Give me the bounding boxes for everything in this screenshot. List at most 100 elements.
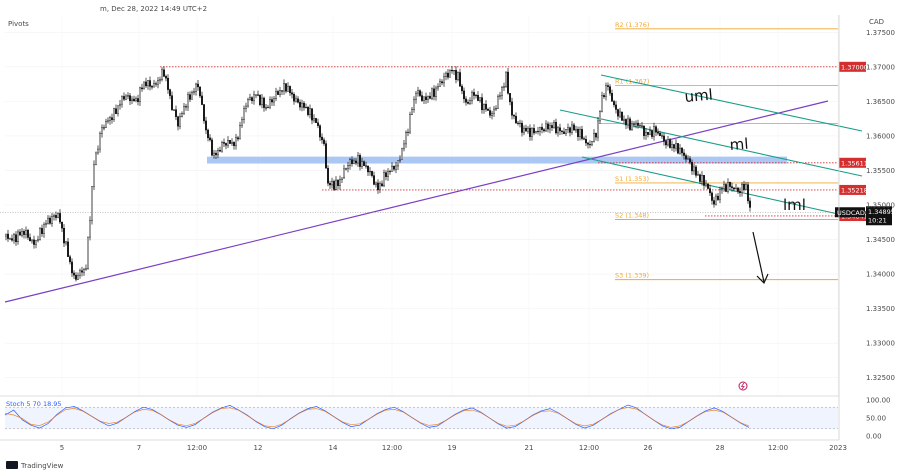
candle-body	[154, 83, 157, 85]
candle-body	[92, 164, 95, 187]
candle-body	[31, 239, 34, 242]
candle-body	[148, 80, 151, 87]
candle-body	[391, 165, 394, 172]
candle-body	[485, 103, 488, 110]
candle-body	[463, 90, 466, 100]
candle-body	[257, 94, 260, 96]
candle-body	[168, 89, 171, 96]
time-tick-label: 12:00	[579, 444, 599, 452]
candle-body	[395, 165, 398, 170]
candle-body	[23, 231, 26, 235]
candle-body	[493, 108, 496, 114]
candle-body	[625, 119, 628, 126]
candle-body	[146, 80, 149, 87]
time-tick-label: 2023	[829, 444, 847, 452]
candle-body	[94, 152, 97, 165]
indicator-label: Pivots	[8, 20, 29, 28]
candle-body	[150, 86, 153, 88]
candle-body	[537, 130, 540, 132]
candle-body	[110, 117, 113, 120]
candle-body	[743, 183, 746, 190]
candle-body	[27, 230, 30, 238]
candle-body	[319, 125, 322, 138]
candle-body	[385, 172, 388, 177]
candle-body	[557, 127, 560, 134]
time-axis: 5 7 12:00 12 14 12:00 19 21 12:00 26 28 12:00 2023	[0, 439, 847, 452]
candle-body	[521, 122, 524, 133]
candle-body	[4, 233, 7, 237]
candle-body	[19, 231, 22, 236]
candle-body	[503, 86, 506, 88]
pivot-label-s1: S1 (1.353)	[615, 175, 649, 183]
candle-body	[343, 168, 346, 179]
candle-body	[88, 220, 91, 238]
price-axis: 1.37500 1.37000 1.36500 1.36000 1.35500 1.350…	[838, 15, 895, 440]
candle-body	[541, 127, 544, 130]
candle-body	[749, 200, 752, 208]
candle-body	[649, 130, 652, 135]
candle-body	[711, 192, 714, 201]
candle-body	[615, 104, 618, 110]
price-tick-label: 1.33500	[866, 305, 895, 313]
candle-body	[653, 126, 656, 137]
candle-body	[158, 79, 161, 81]
candle-body	[507, 71, 510, 94]
candle-body	[367, 165, 370, 173]
candle-body	[261, 97, 264, 105]
channel-label-ml: ml	[729, 135, 749, 154]
candle-body	[281, 90, 284, 92]
candle-body	[439, 81, 442, 87]
candle-body	[627, 118, 630, 126]
pivot-label-r2: R2 (1.376)	[615, 21, 649, 29]
candle-body	[497, 96, 500, 109]
candle-body	[621, 111, 624, 121]
candle-body	[337, 179, 340, 186]
candle-body	[178, 116, 181, 127]
candle-body	[108, 117, 111, 122]
candle-body	[443, 76, 446, 84]
candle-body	[375, 182, 378, 185]
candle-body	[459, 72, 462, 87]
time-tick-label: 21	[525, 444, 534, 452]
candle-body	[49, 217, 52, 224]
candle-body	[635, 122, 638, 125]
candle-body	[349, 159, 352, 166]
candle-body	[533, 128, 536, 134]
price-tick-label: 1.36500	[866, 98, 895, 106]
candle-body	[14, 234, 17, 243]
candle-body	[263, 97, 266, 108]
candle-body	[379, 183, 382, 190]
candle-body	[561, 130, 564, 132]
candle-body	[583, 138, 586, 140]
candle-body	[427, 95, 430, 100]
candle-body	[228, 140, 231, 144]
candle-body	[90, 186, 93, 221]
candle-body	[597, 120, 600, 138]
candle-body	[529, 127, 532, 137]
candle-body	[33, 239, 36, 245]
candle-body	[194, 83, 197, 92]
candle-body	[559, 127, 562, 132]
candle-body	[407, 131, 410, 133]
candle-body	[585, 139, 588, 144]
candle-body	[727, 182, 730, 192]
candle-body	[687, 158, 690, 160]
candle-body	[339, 179, 342, 186]
candle-body	[731, 186, 734, 188]
candle-body	[114, 108, 117, 114]
level-lines: R2 (1.376)R1 (1.367)S1 (1.353)S2 (1.348)…	[160, 21, 868, 281]
candle-body	[283, 83, 286, 92]
candle-body	[475, 95, 478, 97]
candle-body	[273, 98, 276, 103]
candle-body	[509, 93, 512, 103]
candle-body	[252, 94, 255, 101]
candle-body	[29, 237, 32, 242]
stoch-d-line	[4, 407, 750, 428]
candle-body	[359, 155, 362, 167]
candle-body	[166, 77, 169, 90]
candle-body	[437, 86, 440, 89]
candle-body	[53, 215, 56, 217]
candle-body	[565, 129, 568, 134]
